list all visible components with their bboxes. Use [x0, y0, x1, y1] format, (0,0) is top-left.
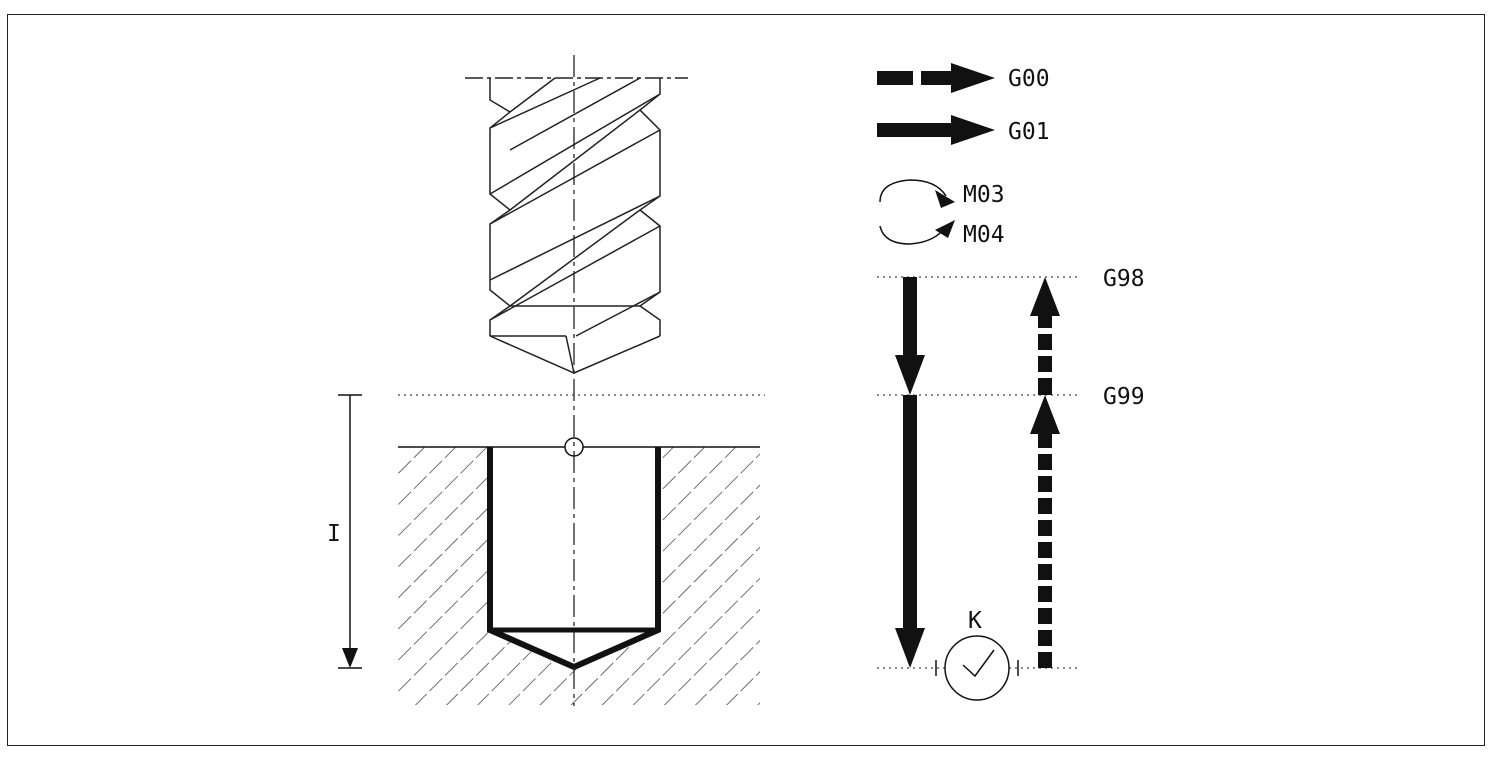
legend-ccw-rotation-icon — [879, 220, 955, 245]
dwell-label: K — [968, 608, 982, 634]
legend-ccw-label: M04 — [963, 222, 1005, 248]
legend-feed-arrow — [877, 115, 995, 145]
dwell-clock-icon — [935, 635, 1019, 701]
drill-left-edge — [489, 78, 512, 336]
legend-rapid-arrow — [877, 63, 995, 93]
drill-bit — [465, 77, 688, 374]
depth-dimension — [338, 394, 362, 669]
rapid-return-to-initial — [1030, 277, 1060, 395]
feed-arrow-to-reference — [895, 277, 925, 395]
legend-rapid-label: G00 — [1008, 66, 1050, 92]
legend-feed-label: G01 — [1008, 119, 1050, 145]
depth-arrowhead — [342, 648, 358, 668]
initial-plane-label: G98 — [1103, 266, 1145, 292]
rapid-return-to-reference — [1030, 395, 1060, 668]
legend-cw-label: M03 — [963, 182, 1005, 208]
depth-label: I — [327, 521, 341, 547]
drill-tip — [489, 335, 661, 374]
workpiece — [398, 437, 760, 705]
legend-cw-rotation-icon — [879, 179, 955, 208]
feed-arrow-to-bottom — [895, 395, 925, 668]
reference-plane-label: G99 — [1103, 384, 1145, 410]
